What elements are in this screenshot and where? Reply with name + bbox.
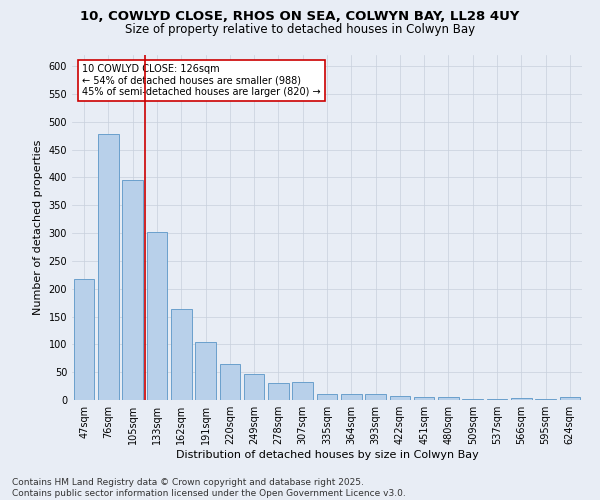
Bar	[365, 394, 386, 400]
Bar	[341, 394, 362, 400]
Text: Contains HM Land Registry data © Crown copyright and database right 2025.
Contai: Contains HM Land Registry data © Crown c…	[12, 478, 406, 498]
Bar	[220, 364, 240, 400]
Text: Size of property relative to detached houses in Colwyn Bay: Size of property relative to detached ho…	[125, 22, 475, 36]
Bar	[98, 134, 119, 400]
Bar	[244, 374, 265, 400]
X-axis label: Distribution of detached houses by size in Colwyn Bay: Distribution of detached houses by size …	[176, 450, 478, 460]
Text: 10 COWLYD CLOSE: 126sqm
← 54% of detached houses are smaller (988)
45% of semi-d: 10 COWLYD CLOSE: 126sqm ← 54% of detache…	[82, 64, 321, 97]
Bar	[463, 399, 483, 400]
Y-axis label: Number of detached properties: Number of detached properties	[33, 140, 43, 315]
Bar	[414, 397, 434, 400]
Bar	[317, 394, 337, 400]
Bar	[122, 180, 143, 400]
Bar	[74, 278, 94, 400]
Text: 10, COWLYD CLOSE, RHOS ON SEA, COLWYN BAY, LL28 4UY: 10, COWLYD CLOSE, RHOS ON SEA, COLWYN BA…	[80, 10, 520, 23]
Bar	[511, 398, 532, 400]
Bar	[195, 342, 216, 400]
Bar	[560, 397, 580, 400]
Bar	[535, 399, 556, 400]
Bar	[171, 310, 191, 400]
Bar	[292, 382, 313, 400]
Bar	[146, 232, 167, 400]
Bar	[389, 396, 410, 400]
Bar	[438, 397, 459, 400]
Bar	[487, 399, 508, 400]
Bar	[268, 384, 289, 400]
